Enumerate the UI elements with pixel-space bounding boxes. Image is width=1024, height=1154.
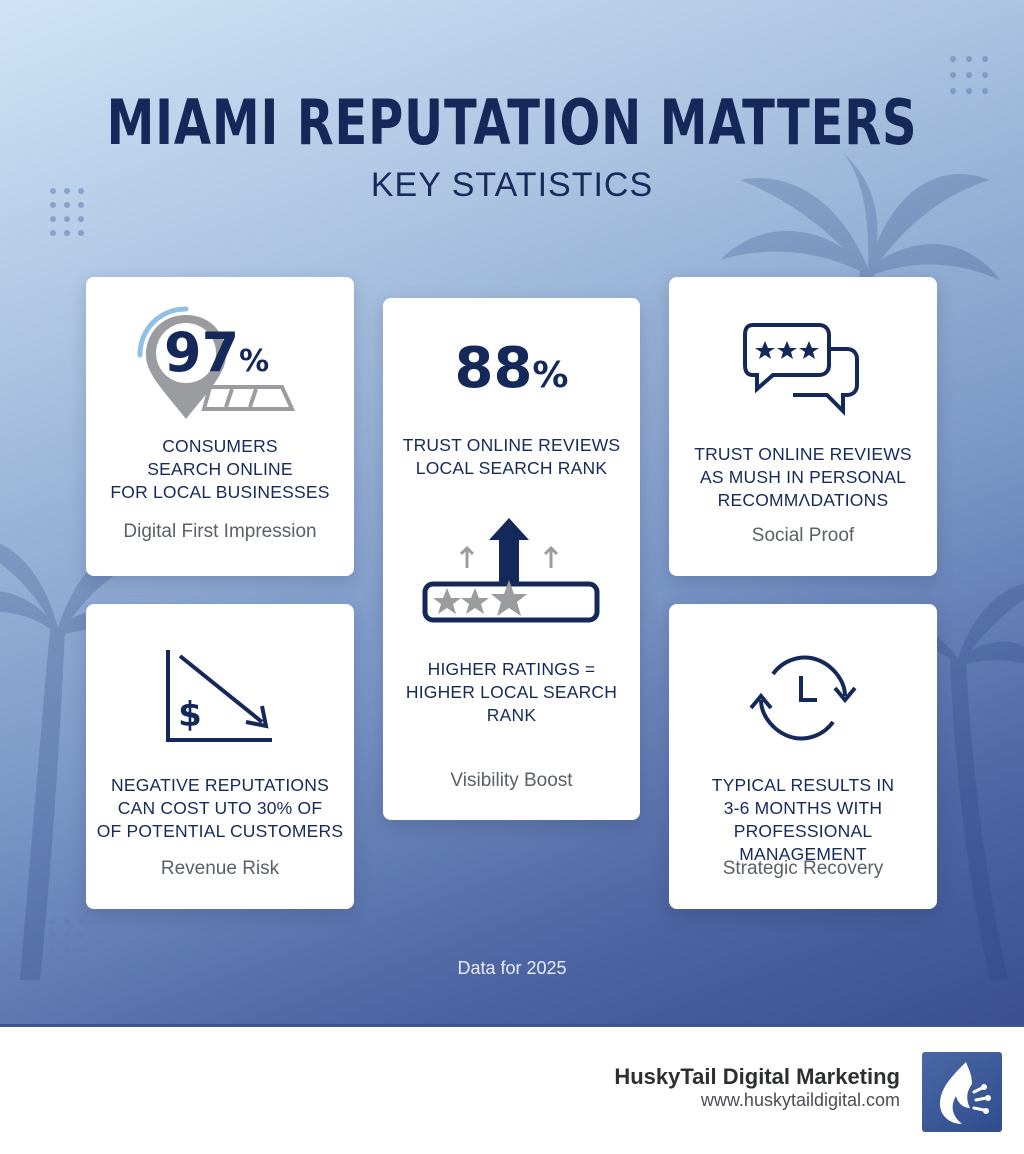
page-title: MIAMI REPUTATION MATTERS xyxy=(106,86,918,159)
stat-search-tag: Digital First Impression xyxy=(123,521,317,542)
stat-card-social: TRUST ONLINE REVIEWS AS MUSH IN PERSONAL… xyxy=(669,277,937,576)
stat-social-tag: Social Proof xyxy=(751,525,855,546)
stat-revenue-label: NEGATIVE REPUTATIONS CAN COST UTO 30% OF… xyxy=(96,775,344,841)
stat-search-label: CONSUMERS SEARCH ONLINE FOR LOCAL BUSINE… xyxy=(110,436,330,502)
brand-url[interactable]: www.huskytaildigital.com xyxy=(700,1090,900,1110)
husky-flame-logo-icon xyxy=(922,1052,1002,1132)
stat-recovery-tag: Strategic Recovery xyxy=(722,858,884,879)
dollar-decline-icon: $ xyxy=(166,650,272,742)
stat-card-search: 97% CONSUMERS SEARCH ONLINE FOR LOCAL BU… xyxy=(86,277,354,576)
rating-arrow-up-icon xyxy=(422,518,600,623)
stat-trust-value: 88% xyxy=(454,336,569,401)
page-subtitle: KEY STATISTICS xyxy=(370,166,654,204)
stat-card-recovery: TYPICAL RESULTS IN 3-6 MONTHS WITH PROFE… xyxy=(669,604,937,909)
stat-trust-label-secondary: HIGHER RATINGS = HIGHER LOCAL SEARCH RAN… xyxy=(405,659,618,725)
stat-recovery-label: TYPICAL RESULTS IN 3-6 MONTHS WITH PROFE… xyxy=(711,775,895,864)
stat-revenue-tag: Revenue Risk xyxy=(160,858,280,879)
divider-line xyxy=(0,1024,1024,1027)
hero-background: MIAMI REPUTATION MATTERS KEY STATISTICS … xyxy=(0,0,1024,1026)
stat-card-trust: 88% TRUST ONLINE REVIEWS LOCAL SEARCH RA… xyxy=(383,298,640,820)
clock-cycle-icon xyxy=(749,655,857,741)
stat-trust-label: TRUST ONLINE REVIEWS LOCAL SEARCH RANK xyxy=(402,435,621,478)
chat-stars-icon xyxy=(743,323,859,416)
map-pin-icon xyxy=(137,306,296,419)
svg-text:$: $ xyxy=(178,695,202,735)
brand-name: HuskyTail Digital Marketing xyxy=(614,1064,900,1089)
stat-search-value: 97% xyxy=(164,321,270,384)
stat-trust-tag: Visibility Boost xyxy=(450,770,573,791)
stat-social-label: TRUST ONLINE REVIEWS AS MUSH IN PERSONAL… xyxy=(694,444,912,510)
stat-card-revenue: $ NEGATIVE REPUTATIONS CAN COST UTO 30% … xyxy=(86,604,354,909)
data-footnote: Data for 2025 xyxy=(457,958,567,978)
